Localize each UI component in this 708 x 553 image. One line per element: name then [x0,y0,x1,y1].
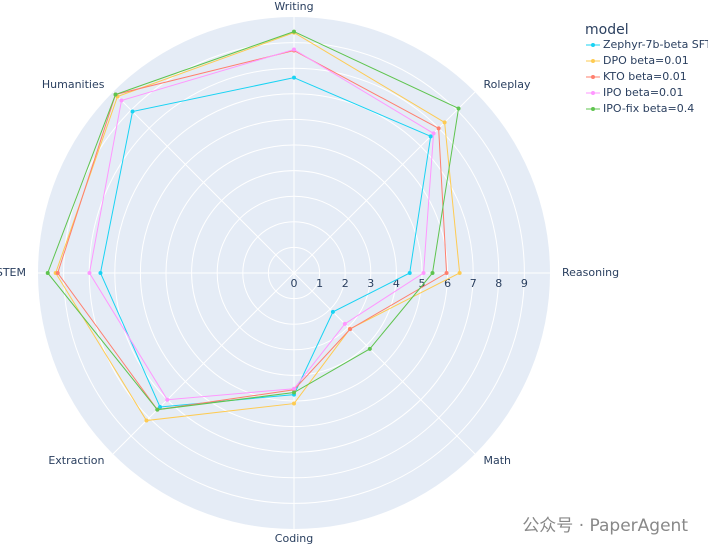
legend-label: IPO-fix beta=0.4 [603,102,694,115]
point [119,98,124,103]
legend-marker [591,107,595,111]
legend-title: model [585,22,629,38]
r-tick-label: 0 [291,277,298,290]
point [436,126,441,131]
point [165,397,170,402]
spoke [112,272,295,455]
r-tick-label: 8 [495,277,502,290]
point [45,271,50,275]
point [442,120,447,125]
point [342,321,347,326]
point [428,134,433,139]
point [292,401,296,406]
point [292,386,296,391]
point [421,271,426,275]
r-tick-label: 9 [521,277,528,290]
point [407,271,412,275]
legend-marker [591,43,595,47]
point [292,390,296,395]
point [158,404,163,409]
point [430,271,435,275]
point [98,271,103,275]
point [431,131,436,136]
r-tick-label: 7 [470,277,477,290]
category-label: STEM [0,266,26,279]
point [87,271,92,275]
point [348,327,353,332]
point [456,106,461,111]
spoke [293,272,476,455]
category-label: Roleplay [484,78,531,91]
category-label: Coding [275,532,313,545]
legend-marker [591,75,595,79]
legend-label: DPO beta=0.01 [603,54,689,67]
legend-marker [591,59,595,63]
point [292,47,296,52]
point [155,407,160,412]
r-tick-label: 6 [444,277,451,290]
legend-marker [591,91,595,95]
point [144,418,149,423]
point [330,309,335,314]
point [292,29,296,34]
r-tick-label: 4 [393,277,400,290]
legend-label: IPO beta=0.01 [603,86,684,99]
category-label: Humanities [42,78,105,91]
point [367,346,372,351]
point [292,75,296,80]
category-label: Reasoning [562,266,619,279]
r-tick-label: 2 [342,277,349,290]
point [457,271,462,275]
category-label: Writing [274,0,313,13]
category-label: Extraction [48,454,104,467]
point [130,109,135,114]
r-tick-label: 5 [419,277,426,290]
spoke [112,91,295,274]
category-label: Math [484,454,512,467]
legend-label: KTO beta=0.01 [603,70,687,83]
watermark: 公众号 · PaperAgent [522,516,688,536]
legend-label: Zephyr-7b-beta SFT [603,38,708,51]
r-tick-label: 1 [316,277,323,290]
point [113,92,118,97]
point [55,271,60,275]
point [444,271,449,275]
r-tick-label: 3 [367,277,374,290]
